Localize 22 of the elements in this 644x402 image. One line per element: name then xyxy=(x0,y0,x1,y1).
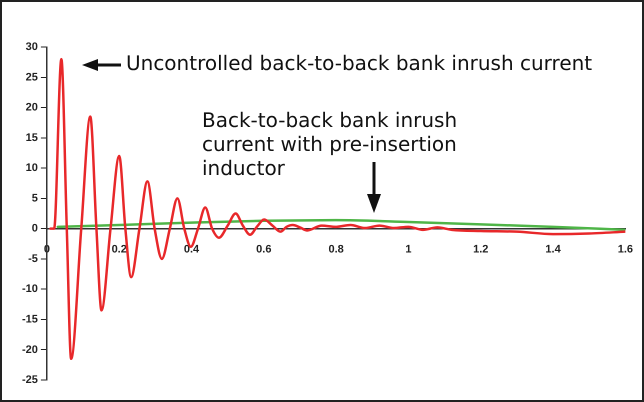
x-tick-label: 0.4 xyxy=(184,243,200,256)
x-tick-label: 1.2 xyxy=(473,243,488,256)
y-tick-label: -25 xyxy=(22,374,38,386)
y-tick-label: 10 xyxy=(26,162,38,174)
y-tick-label: 0 xyxy=(32,222,38,235)
y-tick-label: -20 xyxy=(22,344,38,356)
y-tick-label: -5 xyxy=(28,252,38,265)
x-tick-label: 1.6 xyxy=(618,243,634,256)
y-tick-label: 15 xyxy=(26,132,38,144)
y-tick-label: -10 xyxy=(22,283,38,296)
x-tick-label: 1 xyxy=(405,243,412,256)
x-tick-label: 0.6 xyxy=(256,243,272,256)
y-tick-label: -15 xyxy=(22,313,38,326)
x-tick-label: 1.4 xyxy=(545,243,562,256)
annotation: Uncontrolled back-to-back bank inrush current xyxy=(126,51,594,75)
x-tick-label: 0.8 xyxy=(328,243,344,256)
y-tick-label: 30 xyxy=(26,41,38,54)
y-tick-label: 5 xyxy=(32,192,38,204)
y-tick-label: 20 xyxy=(26,102,38,114)
line-series xyxy=(56,218,626,232)
annotation: Back-to-back bank inrush current with pre-insertion inductor xyxy=(202,108,458,180)
y-tick-label: 25 xyxy=(26,71,38,84)
